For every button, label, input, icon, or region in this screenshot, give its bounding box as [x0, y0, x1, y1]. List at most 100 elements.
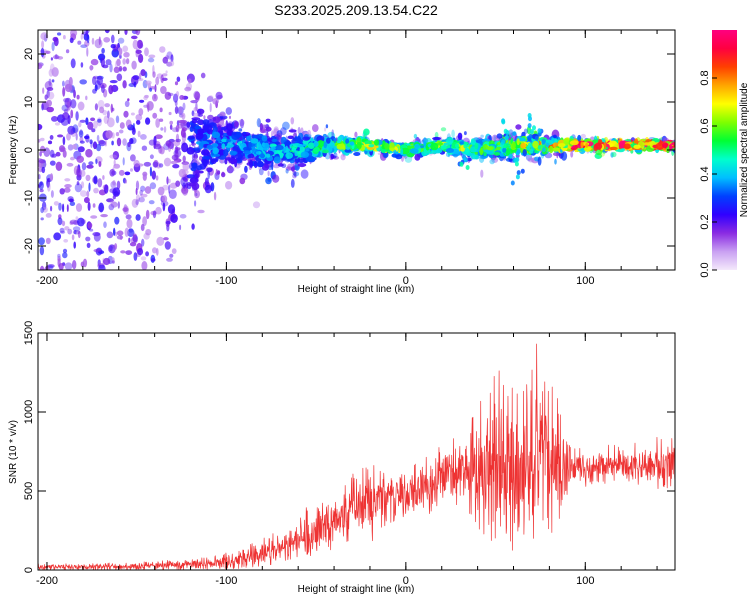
spectral-blob	[508, 129, 514, 139]
spectral-blob	[84, 197, 90, 204]
spectral-blob	[290, 117, 295, 125]
spectral-blob	[244, 165, 248, 173]
spectral-blob	[440, 145, 447, 150]
snr-y-tick-label: 0	[23, 567, 35, 573]
spectral-blob	[554, 158, 557, 165]
spectral-blob	[389, 147, 396, 151]
spectral-blob	[90, 215, 98, 219]
spectral-blob	[160, 127, 164, 131]
colorbar-tick-label: 0.0	[699, 262, 711, 277]
spectral-blob	[113, 227, 116, 236]
spectral-blob	[194, 200, 197, 207]
spectral-blob	[69, 37, 74, 44]
spectral-blob	[117, 201, 121, 209]
spectral-blob	[62, 86, 66, 97]
spectral-blob	[537, 156, 542, 166]
spectral-blob	[197, 119, 205, 126]
spectral-blob	[129, 138, 134, 145]
spectral-blob	[170, 213, 178, 223]
spectral-blob	[138, 108, 144, 116]
spectral-blob	[98, 202, 104, 213]
spectral-blob	[175, 138, 181, 143]
spectral-blob	[94, 38, 103, 49]
spectral-blob	[62, 136, 66, 146]
spectral-blob	[47, 264, 55, 268]
spectral-blob	[118, 169, 125, 176]
spectral-blob	[337, 136, 342, 142]
spectral-blob	[202, 119, 210, 125]
spectral-blob	[174, 106, 179, 115]
spectral-blob	[167, 144, 172, 152]
spectral-blob	[48, 78, 52, 86]
spectral-blob	[148, 139, 156, 146]
spectral-blob	[47, 91, 55, 100]
spectral-blob	[165, 70, 168, 74]
spectral-blob	[42, 87, 45, 94]
spectral-blob	[182, 182, 186, 189]
spectral-blob	[213, 191, 217, 201]
spectral-blob	[238, 119, 245, 127]
spectral-blob	[331, 129, 335, 138]
spectral-blob	[73, 229, 77, 235]
colorbar-gradient	[712, 30, 737, 270]
spectral-blob	[125, 250, 133, 256]
spectral-blob	[537, 144, 542, 150]
spectral-blob	[323, 141, 328, 149]
spectral-blob	[80, 44, 88, 48]
spectral-blob	[141, 238, 145, 247]
spectral-blob	[38, 159, 46, 164]
spectral-blob	[217, 125, 222, 132]
spectral-blob	[94, 103, 98, 111]
spectral-blob	[518, 137, 526, 142]
spectral-blob	[483, 152, 487, 157]
spectral-blob	[92, 203, 96, 208]
spectral-blob	[324, 127, 327, 132]
spectral-blob	[250, 138, 259, 144]
spectral-blob	[125, 58, 130, 65]
spectral-blob	[520, 168, 525, 174]
spectral-blob	[130, 112, 135, 116]
spectral-blob	[155, 206, 162, 215]
spectral-blob	[251, 146, 256, 153]
spectral-blob	[57, 32, 62, 36]
spectral-blob	[198, 142, 204, 150]
spectral-blob	[95, 158, 98, 165]
spectral-blob	[465, 165, 470, 170]
spectral-blob	[455, 143, 460, 149]
spectral-blob	[669, 143, 673, 151]
spectral-blob	[143, 161, 152, 167]
spectral-blob	[109, 200, 115, 208]
spectral-blob	[139, 99, 145, 103]
spectral-blob	[76, 181, 80, 186]
spectral-blob	[110, 181, 117, 189]
spectral-blob	[191, 162, 198, 169]
spectral-blob	[463, 143, 468, 149]
spectral-blob	[66, 204, 69, 213]
spectral-blob	[510, 180, 515, 186]
spectral-blob	[171, 154, 179, 161]
spectral-blob	[140, 256, 147, 261]
spectral-blob	[299, 145, 305, 154]
spectral-blob	[131, 198, 139, 208]
spectral-blob	[144, 47, 149, 57]
spectral-blob	[633, 144, 641, 149]
spectral-blob	[135, 214, 141, 221]
spectral-blob	[99, 106, 105, 114]
spectral-blob	[60, 230, 66, 234]
spectral-blob	[205, 124, 213, 131]
spectral-blob	[541, 147, 546, 153]
spectral-blob	[50, 190, 54, 198]
spectral-blob	[501, 119, 506, 125]
spectral-blob	[290, 166, 295, 172]
spectral-blob	[80, 181, 85, 189]
spectral-blob	[219, 112, 226, 117]
spectral-blob	[182, 102, 186, 111]
spectral-blob	[102, 175, 105, 180]
spectral-blob	[577, 134, 582, 142]
spectral-blob	[47, 181, 51, 192]
spectral-blob	[70, 99, 77, 109]
spectral-blob	[77, 101, 85, 111]
spectral-blob	[60, 118, 69, 126]
colorbar-tick-label: 0.8	[699, 70, 711, 85]
spectral-blob	[344, 148, 352, 153]
